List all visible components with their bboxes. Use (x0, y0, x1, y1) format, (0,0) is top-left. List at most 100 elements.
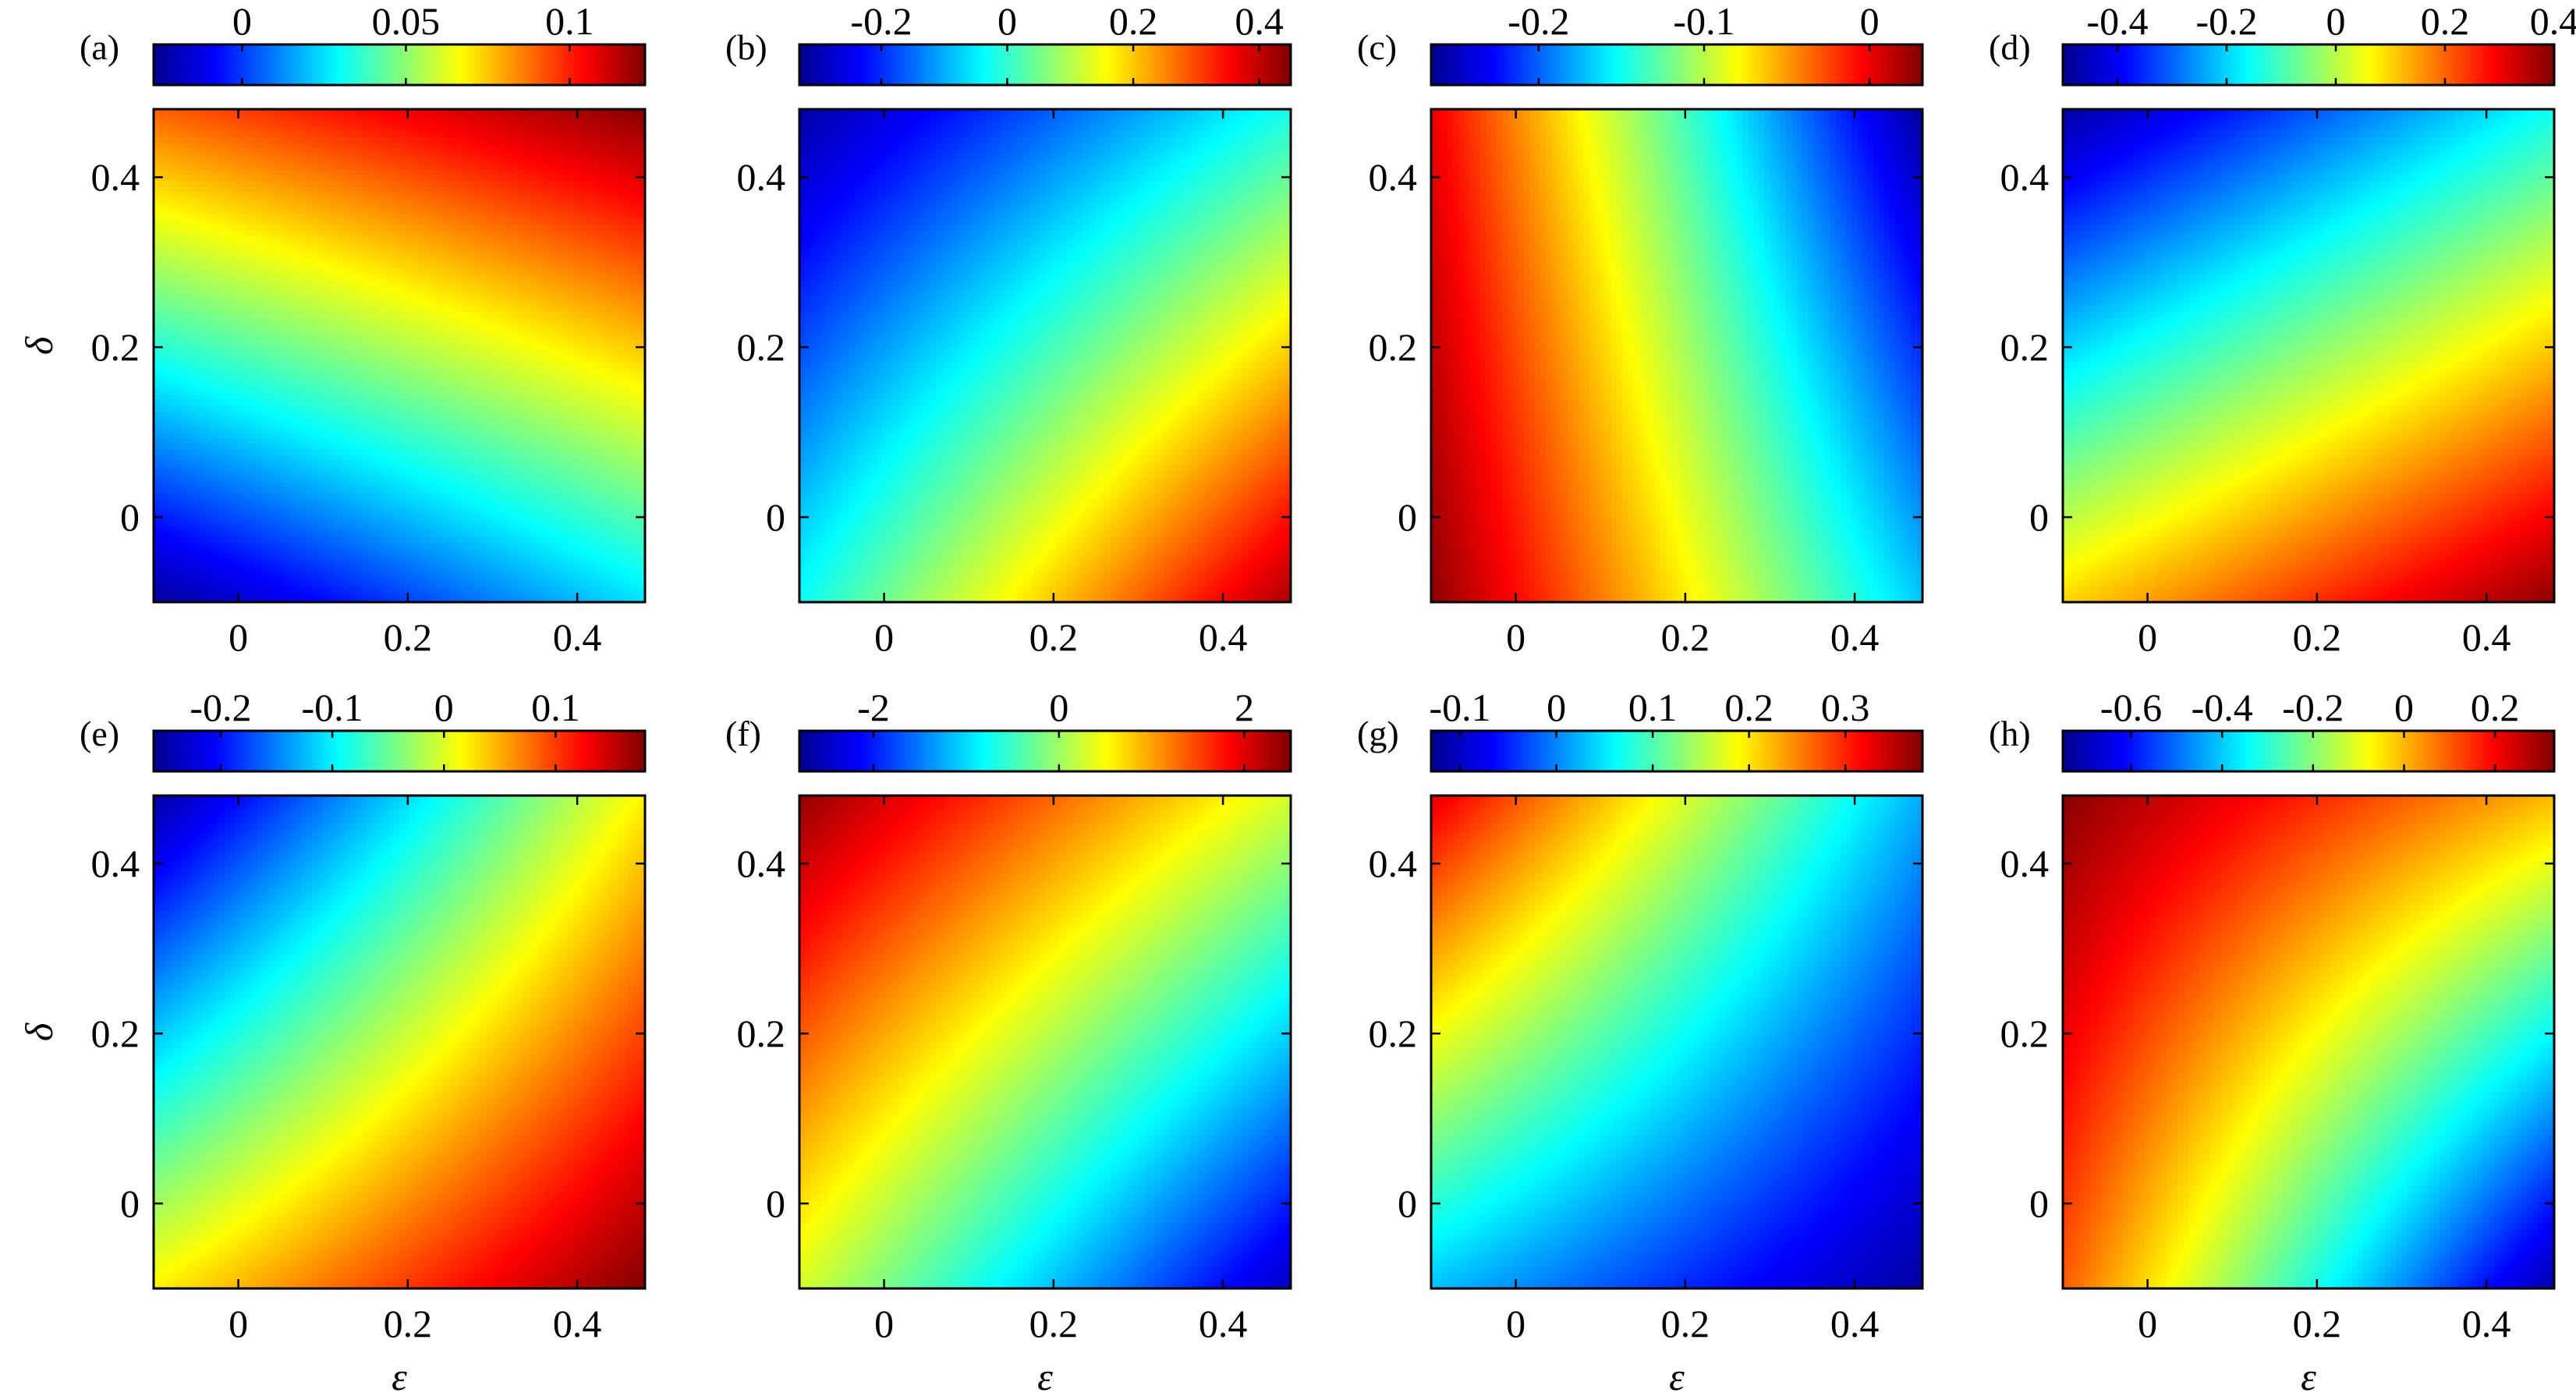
heatmap-cell (268, 285, 275, 291)
heatmap-cell (230, 224, 236, 230)
heatmap-cell (159, 482, 165, 488)
heatmap-cell (257, 229, 264, 236)
heatmap-cell (263, 569, 269, 576)
heatmap-cell (181, 307, 187, 313)
heatmap-cell (170, 526, 176, 532)
heatmap-cell (252, 509, 258, 516)
heatmap-cell (219, 575, 225, 581)
heatmap-cell (268, 586, 275, 592)
heatmap-cell (268, 482, 275, 488)
heatmap-cell (175, 345, 182, 351)
heatmap-cell (192, 586, 198, 592)
heatmap-cell (192, 542, 198, 548)
heatmap-cell (268, 274, 275, 280)
heatmap-cell (236, 274, 242, 280)
heatmap-cell (159, 296, 165, 302)
heatmap-cell (225, 285, 231, 291)
heatmap-cell (165, 383, 171, 389)
heatmap-cell (230, 465, 236, 471)
heatmap-cell (181, 224, 187, 230)
heatmap-cell (225, 470, 231, 477)
heatmap-cell (186, 147, 193, 154)
heatmap-cell (252, 202, 258, 208)
heatmap-cell (268, 207, 275, 214)
heatmap-cell (165, 509, 171, 516)
heatmap-cell (181, 317, 187, 324)
heatmap-cell (165, 482, 171, 488)
heatmap-cell (175, 279, 182, 285)
heatmap-cell (214, 241, 220, 247)
heatmap-cell (203, 564, 209, 570)
heatmap-cell (175, 246, 182, 253)
heatmap-cell (236, 548, 242, 554)
heatmap-cell (197, 323, 204, 329)
heatmap-cell (203, 229, 209, 236)
heatmap-cell (186, 317, 193, 324)
heatmap-cell (241, 443, 247, 449)
heatmap-cell (225, 268, 231, 275)
heatmap-cell (203, 252, 209, 258)
heatmap-cell (236, 246, 242, 253)
heatmap-cell (241, 197, 247, 203)
heatmap-cell (268, 427, 275, 433)
heatmap-cell (203, 377, 209, 384)
heatmap-cell (203, 410, 209, 416)
heatmap-cell (219, 476, 225, 482)
heatmap-cell (175, 515, 182, 521)
heatmap-cell (236, 432, 242, 438)
heatmap-cell (252, 296, 258, 302)
heatmap-cell (241, 169, 247, 175)
heatmap-cell (175, 164, 182, 170)
heatmap-cell (257, 175, 264, 181)
heatmap-cell (230, 388, 236, 395)
heatmap-cell (219, 482, 225, 488)
heatmap-cell (159, 356, 165, 362)
heatmap-cell (257, 520, 264, 526)
heatmap-cell (197, 564, 204, 570)
heatmap-cell (192, 224, 198, 230)
heatmap-cell (192, 296, 198, 302)
heatmap-cell (257, 213, 264, 219)
heatmap-cell (159, 569, 165, 576)
heatmap-cell (159, 334, 165, 340)
heatmap-cell (159, 350, 165, 356)
heatmap-cell (241, 131, 247, 137)
heatmap-cell (159, 197, 165, 203)
heatmap-cell (219, 202, 225, 208)
heatmap-cell (175, 410, 182, 416)
heatmap-cell (236, 493, 242, 499)
heatmap-cell (175, 553, 182, 559)
heatmap-cell (175, 487, 182, 494)
heatmap-cell (186, 290, 193, 296)
heatmap-cell (257, 279, 264, 285)
heatmap-cell (170, 509, 176, 516)
heatmap-cell (197, 229, 204, 236)
heatmap-cell (203, 498, 209, 505)
heatmap-cell (165, 224, 171, 230)
heatmap-cell (225, 131, 231, 137)
heatmap-cell (214, 548, 220, 554)
heatmap-cell (241, 553, 247, 559)
heatmap-cell (159, 257, 165, 264)
heatmap-cell (236, 175, 242, 181)
heatmap-cell (241, 191, 247, 197)
heatmap-cell (186, 236, 193, 242)
heatmap-cell (230, 246, 236, 253)
heatmap-cell (257, 153, 264, 159)
heatmap-cell (197, 558, 204, 565)
heatmap-cell (170, 175, 176, 181)
heatmap-cell (181, 356, 187, 362)
heatmap-cell (219, 586, 225, 592)
heatmap-cell (263, 191, 269, 197)
heatmap-cell (263, 136, 269, 143)
heatmap-cell (225, 454, 231, 460)
heatmap-cell (219, 520, 225, 526)
heatmap-cell (208, 372, 214, 378)
heatmap-cell (225, 229, 231, 236)
heatmap-cell (225, 548, 231, 554)
heatmap-cell (263, 301, 269, 307)
heatmap-cell (236, 509, 242, 516)
heatmap-cell (236, 416, 242, 422)
heatmap-cell (175, 136, 182, 143)
heatmap-cell (203, 405, 209, 411)
